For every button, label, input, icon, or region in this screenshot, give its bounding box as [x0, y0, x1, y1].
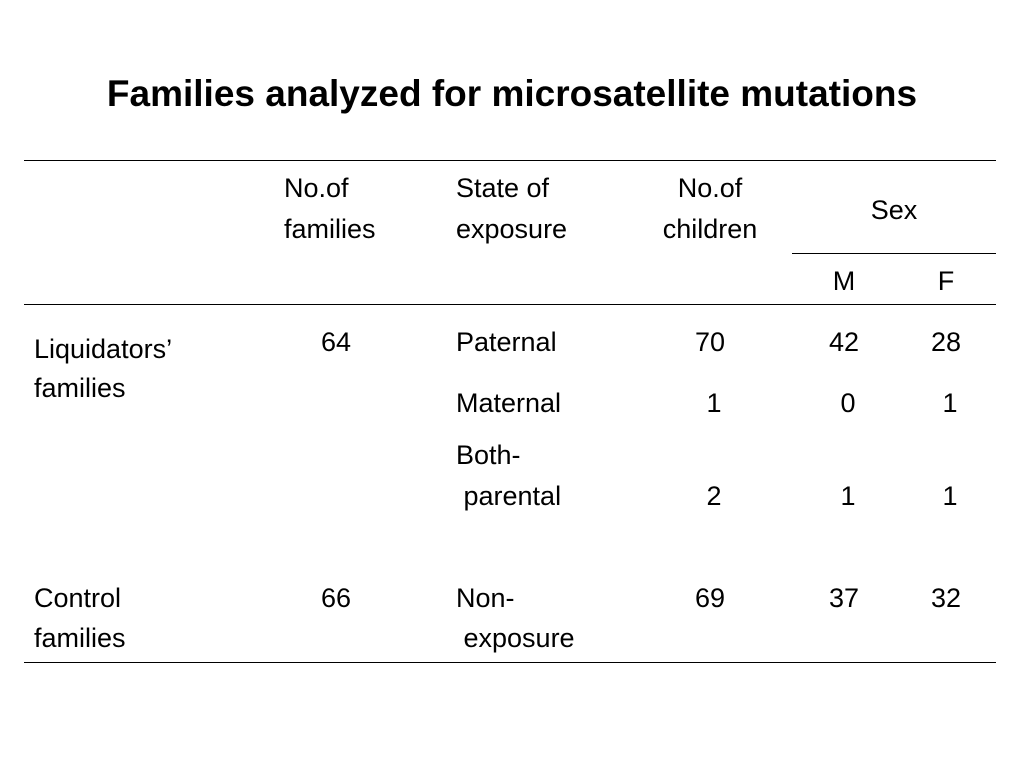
- row-exposure-state: Non-: [456, 583, 515, 613]
- header-families-line2: families: [284, 214, 376, 244]
- row-exposure-state: Maternal: [456, 388, 562, 418]
- row-male-count: 37: [828, 583, 860, 613]
- header-exposure-line2: exposure: [456, 214, 568, 244]
- bottom-rule: [24, 662, 996, 663]
- row-male-count: 1: [840, 481, 856, 511]
- sex-subheader-rule: [792, 253, 996, 254]
- row-children-count: 1: [706, 388, 722, 418]
- row-group-label: families: [34, 623, 126, 653]
- row-children-count: 69: [694, 583, 726, 613]
- header-exposure-line1: State of: [456, 173, 550, 203]
- header-sex: Sex: [870, 195, 918, 225]
- row-group-label: families: [34, 373, 126, 403]
- row-exposure-state: exposure: [456, 623, 575, 653]
- row-female-count: 28: [930, 327, 962, 357]
- row-female-count: 1: [942, 481, 958, 511]
- row-female-count: 1: [942, 388, 958, 418]
- header-bottom-rule: [24, 304, 996, 305]
- row-families-count: 64: [320, 327, 352, 357]
- header-male: M: [832, 266, 856, 296]
- row-children-count: 70: [694, 327, 726, 357]
- header-children-line2: children: [662, 214, 758, 244]
- table-title: Families analyzed for microsatellite mut…: [106, 73, 918, 114]
- header-families-line1: No.of: [284, 173, 349, 203]
- row-exposure-state: Both-: [456, 440, 521, 470]
- row-group-label: Control: [34, 583, 122, 613]
- row-families-count: 66: [320, 583, 352, 613]
- header-children-line1: No.of: [677, 173, 743, 203]
- row-male-count: 0: [840, 388, 856, 418]
- row-children-count: 2: [706, 481, 722, 511]
- row-exposure-state: parental: [456, 481, 562, 511]
- row-female-count: 32: [930, 583, 962, 613]
- row-exposure-state: Paternal: [456, 327, 557, 357]
- header-female: F: [937, 266, 955, 296]
- row-group-label: Liquidators’: [34, 334, 173, 364]
- top-rule: [24, 160, 996, 161]
- row-male-count: 42: [828, 327, 860, 357]
